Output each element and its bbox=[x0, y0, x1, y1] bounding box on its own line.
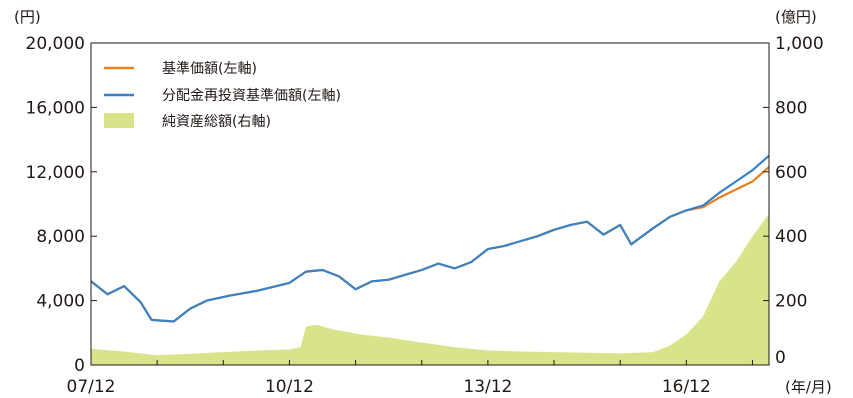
left-axis-tick-label: 20,000 bbox=[26, 34, 85, 54]
x-axis-tick-label: 16/12 bbox=[662, 377, 711, 397]
right-axis-tick-label: 0 bbox=[775, 348, 786, 368]
left-axis-unit: (円) bbox=[14, 8, 41, 26]
legend-label-reinvested-nav: 分配金再投資基準価額(左軸) bbox=[162, 87, 341, 104]
left-axis-tick-label: 0 bbox=[74, 356, 85, 376]
left-axis-tick-label: 16,000 bbox=[26, 98, 85, 118]
axis-ticks bbox=[90, 42, 769, 366]
right-axis-tick-label: 1,000 bbox=[775, 34, 824, 54]
net-assets-area-layer bbox=[91, 213, 769, 365]
series-area-2 bbox=[91, 213, 769, 365]
series-line-0 bbox=[90, 166, 770, 323]
legend-swatch-net-assets bbox=[104, 113, 134, 128]
nav-lines-layer bbox=[90, 154, 770, 323]
axis-labels: 20,000 16,000 12,000 8,000 4,000 0 1,000 800 600… bbox=[26, 34, 824, 397]
left-axis-tick-label: 4,000 bbox=[36, 292, 85, 312]
series-line-1 bbox=[90, 154, 770, 323]
left-axis-tick-label: 8,000 bbox=[36, 227, 85, 247]
left-axis-tick-label: 12,000 bbox=[26, 163, 85, 183]
plot-frame bbox=[90, 42, 770, 366]
legend-label-net-assets: 純資産総額(右軸) bbox=[162, 114, 271, 130]
x-axis-unit: (年/月) bbox=[785, 378, 832, 396]
right-axis-unit: (億円) bbox=[775, 8, 817, 26]
x-axis-tick-label: 07/12 bbox=[67, 377, 116, 397]
x-axis-tick-label: 13/12 bbox=[463, 377, 512, 397]
right-axis-tick-label: 400 bbox=[775, 227, 807, 247]
x-axis-tick-label: 10/12 bbox=[265, 377, 314, 397]
right-axis-tick-label: 200 bbox=[775, 292, 807, 312]
legend: 基準価額(左軸) 分配金再投資基準価額(左軸) 純資産総額(右軸) bbox=[104, 60, 341, 130]
legend-label-nav: 基準価額(左軸) bbox=[162, 60, 257, 77]
right-axis-tick-label: 800 bbox=[775, 98, 807, 118]
right-axis-tick-label: 600 bbox=[775, 163, 807, 183]
